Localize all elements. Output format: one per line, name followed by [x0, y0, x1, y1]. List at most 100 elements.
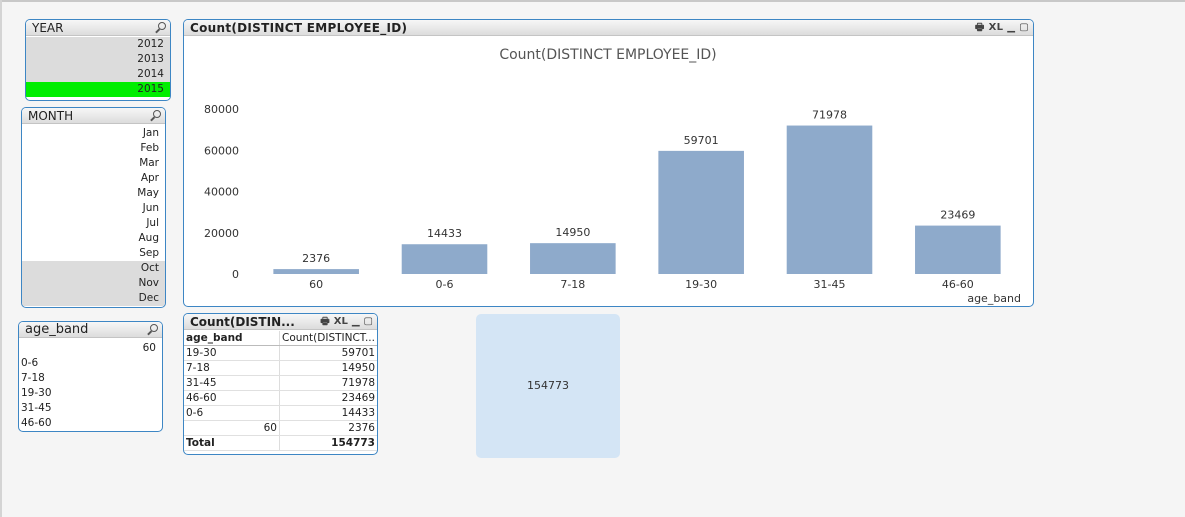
chart-caption: Count(DISTINCT EMPLOYEE_ID) 🖶 XL ▁ ▢ [184, 20, 1033, 36]
left-border [0, 0, 2, 517]
list-item[interactable]: Aug [138, 232, 159, 244]
data-label: 2376 [302, 252, 330, 265]
y-tick-label: 0 [232, 268, 239, 281]
bar [530, 243, 616, 274]
y-tick-label: 60000 [204, 144, 239, 157]
list-item[interactable]: 19-30 [21, 387, 52, 399]
top-border [0, 0, 1185, 2]
y-tick-label: 80000 [204, 103, 239, 116]
data-label: 23469 [940, 209, 975, 222]
age-band-listbox[interactable]: age_band 60 0-6 7-18 19-30 31-45 46-60 [18, 321, 163, 432]
x-tick-label: 31-45 [814, 278, 846, 291]
list-item[interactable]: 2013 [26, 52, 170, 67]
data-label: 14950 [555, 226, 590, 239]
x-tick-label: 46-60 [942, 278, 974, 291]
year-items: 2012 2013 2014 2015 [26, 37, 170, 97]
search-icon[interactable] [150, 324, 158, 332]
list-item[interactable]: Dec [22, 291, 165, 306]
table-caption: Count(DISTIN... 🖶 XL ▁ ▢ [184, 314, 377, 330]
table-row[interactable]: 0-6 14433 [184, 405, 377, 421]
search-icon[interactable] [153, 110, 161, 118]
list-item[interactable]: 31-45 [21, 402, 52, 414]
cell-count: 2376 [278, 420, 377, 436]
minimize-icon[interactable]: ▁ [1007, 22, 1016, 33]
search-icon[interactable] [158, 22, 166, 30]
table-row[interactable]: 60 2376 [184, 420, 377, 436]
list-item[interactable]: Jan [142, 127, 159, 139]
table-row[interactable]: 19-30 59701 [184, 345, 377, 361]
month-listbox[interactable]: MONTH Jan Feb Mar Apr May Jun Jul Aug Sep Oct Nov D… [21, 107, 166, 308]
print-icon[interactable]: 🖶 [974, 22, 985, 33]
table-row[interactable]: 7-18 14950 [184, 360, 377, 376]
list-item[interactable]: 2014 [26, 67, 170, 82]
year-listbox[interactable]: YEAR 2012 2013 2014 2015 [25, 19, 171, 101]
straight-table: age_band Count(DISTINCT... 19-30 59701 7-1… [184, 331, 377, 451]
month-items: Jan Feb Mar Apr May Jun Jul Aug Sep Oct Nov Dec [22, 126, 165, 306]
x-tick-label: 7-18 [560, 278, 585, 291]
y-tick-label: 40000 [204, 186, 239, 199]
chart-caption-icons: 🖶 XL ▁ ▢ [975, 20, 1029, 36]
age-band-title: age_band [25, 322, 89, 337]
total-kpi: 154773 [476, 314, 620, 458]
chart-title: Count(DISTINCT EMPLOYEE_ID) [499, 47, 716, 63]
cell-age-band: 7-18 [184, 360, 280, 376]
x-tick-label: 60 [309, 278, 323, 291]
list-item[interactable]: Apr [140, 172, 159, 184]
column-header-age-band[interactable]: age_band [184, 331, 280, 346]
x-axis-label: age_band [967, 292, 1021, 305]
bar-chart: Count(DISTINCT EMPLOYEE_ID) 0 20000 40000 60… [204, 47, 1021, 305]
cell-age-band: 0-6 [184, 405, 280, 421]
table-caption-icons: 🖶 XL ▁ ▢ [320, 314, 373, 330]
list-item[interactable]: Mar [139, 157, 159, 169]
bar [273, 269, 359, 274]
table-caption-text: Count(DISTIN... [190, 315, 295, 329]
cell-count: 14433 [278, 405, 377, 421]
list-item[interactable]: 2012 [26, 37, 170, 52]
y-tick-label: 20000 [204, 227, 239, 240]
list-item[interactable]: 2015 [26, 82, 170, 97]
list-item[interactable]: Jun [142, 202, 159, 214]
xl-icon[interactable]: XL [333, 316, 348, 327]
data-label: 14433 [427, 227, 462, 240]
cell-count: 23469 [278, 390, 377, 406]
total-value: 154773 [278, 435, 377, 451]
cell-count: 14950 [278, 360, 377, 376]
year-caption: YEAR [26, 20, 170, 36]
xl-icon[interactable]: XL [988, 22, 1004, 33]
data-label: 71978 [812, 109, 847, 122]
total-kpi-value: 154773 [527, 379, 569, 392]
list-item[interactable]: May [137, 187, 159, 199]
list-item[interactable]: 0-6 [21, 357, 39, 369]
table-row[interactable]: 46-60 23469 [184, 390, 377, 406]
year-title: YEAR [32, 21, 64, 35]
x-tick-label: 19-30 [685, 278, 717, 291]
data-label: 59701 [684, 134, 719, 147]
cell-count: 59701 [278, 345, 377, 361]
list-item[interactable]: Jul [146, 217, 159, 229]
x-tick-label: 0-6 [436, 278, 454, 291]
table-row[interactable]: 31-45 71978 [184, 375, 377, 391]
list-item[interactable]: Nov [22, 276, 165, 291]
bar [658, 150, 744, 274]
maximize-icon[interactable]: ▢ [363, 316, 373, 327]
bar [786, 125, 873, 274]
bar [915, 225, 1001, 274]
maximize-icon[interactable]: ▢ [1019, 22, 1029, 33]
list-item[interactable]: 46-60 [21, 417, 52, 429]
list-item[interactable]: Oct [22, 261, 165, 276]
age-band-caption: age_band [19, 322, 162, 338]
table-box[interactable]: Count(DISTIN... 🖶 XL ▁ ▢ age_band Count(… [183, 313, 378, 455]
list-item[interactable]: Sep [139, 247, 159, 259]
age-band-items: 60 0-6 7-18 19-30 31-45 46-60 [19, 341, 162, 431]
cell-age-band: 46-60 [184, 390, 280, 406]
chart-box[interactable]: Count(DISTINCT EMPLOYEE_ID) 🖶 XL ▁ ▢ Cou… [183, 19, 1034, 307]
column-header-count[interactable]: Count(DISTINCT... [278, 331, 377, 346]
list-item[interactable]: 7-18 [21, 372, 45, 384]
month-title: MONTH [28, 109, 74, 123]
list-item[interactable]: Feb [140, 142, 159, 154]
cell-count: 71978 [278, 375, 377, 391]
minimize-icon[interactable]: ▁ [351, 316, 360, 327]
cell-age-band: 60 [184, 420, 280, 436]
print-icon[interactable]: 🖶 [320, 316, 330, 327]
list-item[interactable]: 60 [142, 342, 156, 354]
